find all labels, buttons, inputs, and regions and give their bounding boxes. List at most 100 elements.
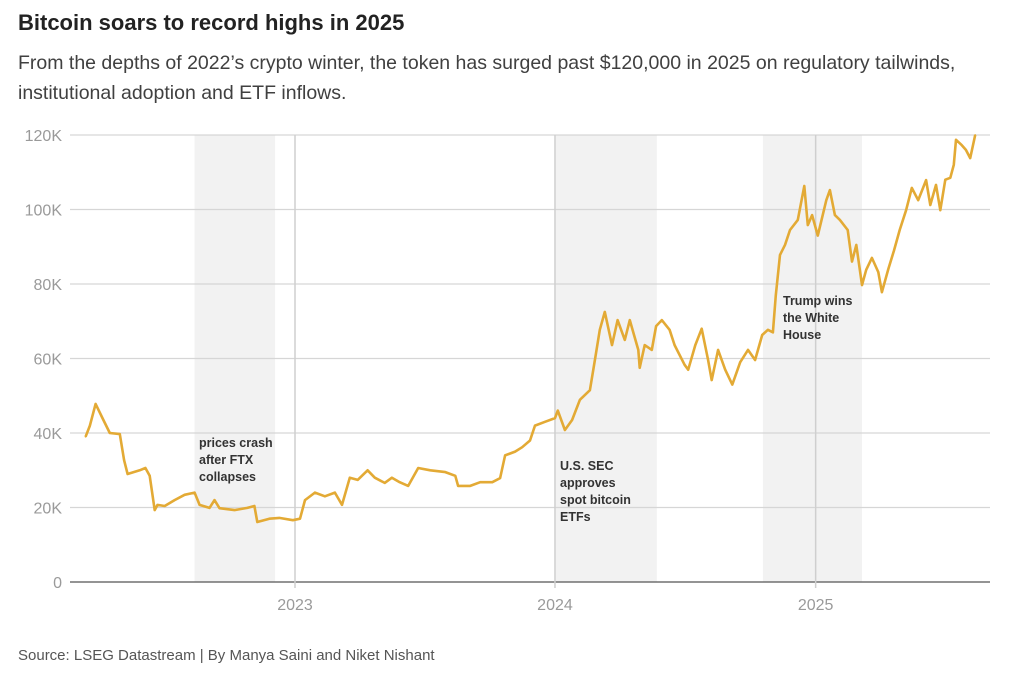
price-point <box>94 403 97 405</box>
price-point <box>469 484 472 487</box>
price-point <box>637 349 640 351</box>
price-point <box>123 459 125 462</box>
price-point <box>324 495 326 498</box>
price-point <box>638 366 641 369</box>
price-point <box>833 214 836 216</box>
price-point <box>929 204 932 206</box>
price-point <box>806 224 809 227</box>
price-point <box>898 229 901 231</box>
price-point <box>694 344 697 346</box>
price-point <box>910 186 913 189</box>
price-point <box>628 319 631 322</box>
price-point <box>366 469 369 472</box>
price-point <box>623 338 626 341</box>
price-point <box>784 243 786 246</box>
price-point <box>373 476 376 479</box>
price-point <box>747 349 749 351</box>
price-point <box>564 429 566 431</box>
price-point <box>960 144 963 146</box>
price-point <box>407 484 410 487</box>
x-tick-label: 2025 <box>798 597 834 614</box>
price-point <box>514 450 516 453</box>
price-point <box>851 260 853 263</box>
price-line <box>84 134 977 524</box>
price-point <box>291 519 294 522</box>
price-point <box>118 433 121 436</box>
price-point <box>588 389 591 392</box>
annotation-label: after FTX <box>199 453 254 467</box>
price-point <box>616 319 619 322</box>
price-point <box>84 435 87 438</box>
price-point <box>855 243 858 246</box>
price-point <box>233 509 236 512</box>
chart-subtitle: From the depths of 2022’s crypto winter,… <box>18 52 956 104</box>
price-point <box>796 219 799 221</box>
price-point <box>939 209 942 212</box>
y-tick-label: 20K <box>34 501 63 518</box>
price-point <box>846 229 849 231</box>
price-point <box>767 328 769 331</box>
price-point <box>504 454 507 457</box>
price-point <box>838 219 841 221</box>
price-point <box>603 311 606 313</box>
price-point <box>383 482 386 484</box>
price-point <box>341 503 343 506</box>
price-point <box>126 473 129 475</box>
y-tick-label: 100K <box>25 203 63 220</box>
price-point <box>673 344 676 346</box>
price-point <box>153 509 156 512</box>
price-point <box>935 184 937 186</box>
source-note: Source: LSEG Datastream | By Manya Saini… <box>18 647 435 664</box>
y-tick-label: 40K <box>34 426 63 443</box>
price-point <box>754 359 757 361</box>
price-point <box>278 517 281 519</box>
annotation-label: Trump wins <box>783 294 853 308</box>
y-tick-label: 80K <box>34 277 63 294</box>
price-point <box>880 291 883 294</box>
price-point <box>88 424 91 427</box>
annotation-label: ETFs <box>560 510 591 524</box>
price-point <box>965 149 967 151</box>
price-point <box>772 331 774 334</box>
annotation-label: spot bitcoin <box>560 493 631 507</box>
price-point <box>593 359 596 361</box>
x-tick-label: 2023 <box>277 597 313 614</box>
price-point <box>183 493 186 496</box>
annotation-label: approves <box>560 476 616 490</box>
price-point <box>829 189 831 192</box>
price-point <box>218 507 221 510</box>
price-point <box>717 349 719 351</box>
price-point <box>348 476 351 479</box>
price-point <box>144 467 147 469</box>
price-point <box>457 484 460 487</box>
price-point <box>390 476 393 479</box>
y-tick-label: 60K <box>34 352 63 369</box>
price-point <box>156 503 159 506</box>
annotation-label: U.S. SEC <box>560 459 614 473</box>
price-point <box>491 481 494 484</box>
price-point <box>444 471 447 474</box>
price-point <box>925 179 927 181</box>
price-point <box>687 368 690 371</box>
price-point <box>256 521 259 523</box>
price-point <box>108 432 111 434</box>
price-point <box>417 467 420 469</box>
price-point <box>816 234 819 237</box>
price-point <box>668 328 671 331</box>
price-point <box>905 209 908 212</box>
price-point <box>398 481 401 484</box>
price-point <box>314 491 316 494</box>
price-point <box>643 344 646 346</box>
price-point <box>304 499 306 501</box>
price-point <box>173 499 176 501</box>
price-point <box>598 328 601 331</box>
annotation-label: prices crash <box>199 436 273 450</box>
price-point <box>299 517 301 520</box>
price-point <box>944 178 947 181</box>
chart-title: Bitcoin soars to record highs in 2025 <box>18 10 405 35</box>
annotation-label: House <box>783 328 821 342</box>
price-point <box>479 481 482 484</box>
price-point <box>865 268 868 271</box>
price-point <box>974 134 977 136</box>
